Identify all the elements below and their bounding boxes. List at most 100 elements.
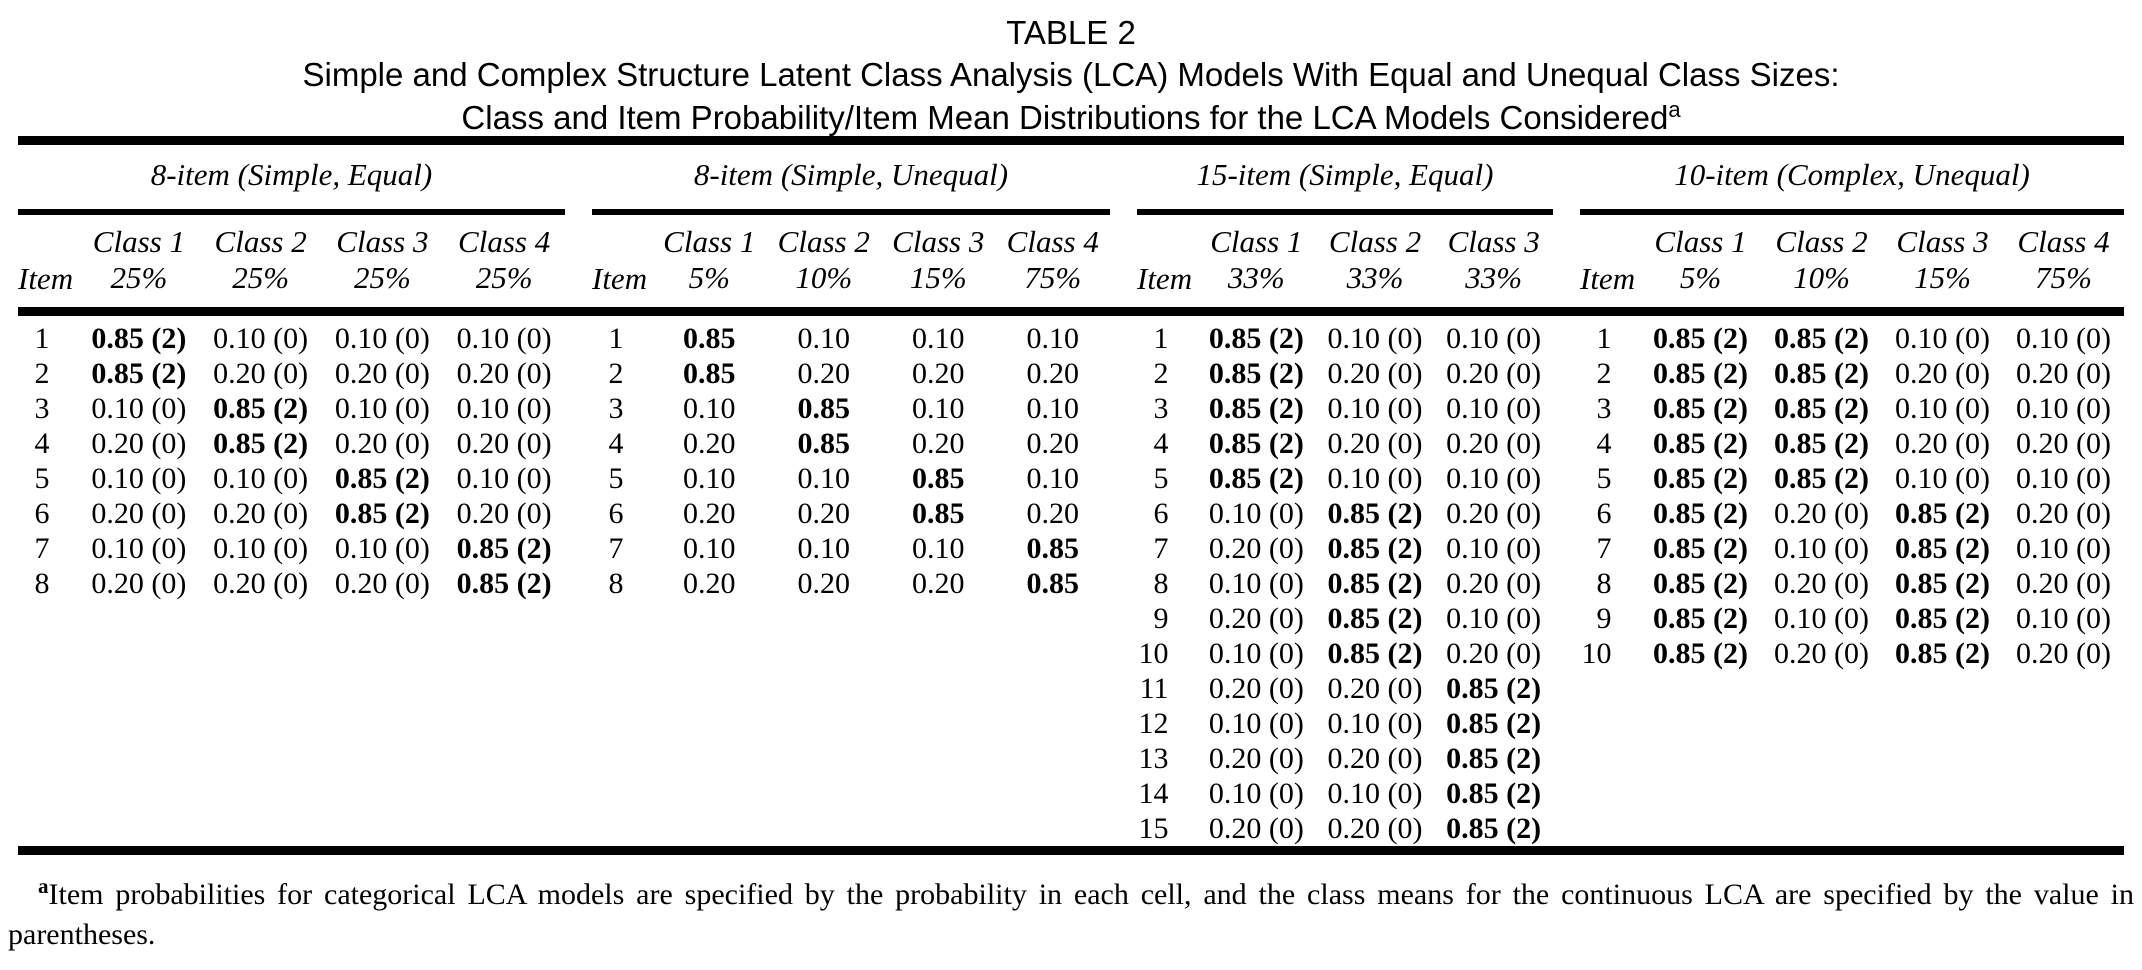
probability-cell: 0.10 (0) xyxy=(1208,706,1304,740)
probability-cell: 0.85 (2) xyxy=(1208,461,1304,495)
class-label: Class 4 xyxy=(1006,223,1099,259)
item-number: 8 xyxy=(1596,566,1612,600)
class-size: 33% xyxy=(1227,260,1285,296)
class-column-header: Class 3 15% xyxy=(1882,215,2003,307)
bottom-rule xyxy=(18,846,2124,855)
class-column-header: Class 4 75% xyxy=(996,215,1111,307)
probability-cell: 0.20 (0) xyxy=(456,356,552,390)
item-number-cell: 14 xyxy=(1137,776,1197,811)
probability-cell: 0.20 (0) xyxy=(334,356,430,390)
item-number: 3 xyxy=(34,391,50,425)
probability-cell: 0.20 (0) xyxy=(1895,356,1990,390)
probability-cell: 0.10 (0) xyxy=(1327,706,1423,740)
item-number-cell: 6 xyxy=(592,496,652,531)
probability-cell: 0.10 (0) xyxy=(2016,531,2111,565)
probability-cell: 0.85 (2) xyxy=(1895,601,1990,635)
probability-cell: 0.10 (0) xyxy=(1446,461,1542,495)
item-number: 2 xyxy=(1153,356,1169,390)
probability-cell: 0.85 (2) xyxy=(1653,321,1748,355)
probability-cell: 0.20 (0) xyxy=(1208,811,1304,845)
probability-cell: 0.20 (0) xyxy=(1327,671,1423,705)
probability-cell: 0.85 (2) xyxy=(1446,811,1542,845)
table-subtitle-line1: Simple and Complex Structure Latent Clas… xyxy=(302,56,1840,94)
item-number: 6 xyxy=(608,496,624,530)
item-number: 7 xyxy=(1596,531,1612,565)
probability-cell: 0.20 xyxy=(1026,496,1080,530)
probability-cell: 0.85 xyxy=(683,321,736,355)
item-number: 5 xyxy=(1153,461,1169,495)
probability-cell: 0.10 (0) xyxy=(1446,321,1542,355)
probability-cell: 0.10 xyxy=(1026,391,1080,425)
item-number: 1 xyxy=(608,321,624,355)
item-number-cell: 1 xyxy=(592,321,652,356)
probability-cell: 0.20 (0) xyxy=(1774,566,1869,600)
probability-cell: 0.10 (0) xyxy=(213,461,309,495)
class-size: 5% xyxy=(1679,260,1722,296)
class-column-header: Class 2 10% xyxy=(767,215,882,307)
class-column-header: Class 1 5% xyxy=(652,215,767,307)
item-number: 1 xyxy=(34,321,50,355)
probability-cell: 0.85 (2) xyxy=(1653,636,1748,670)
probability-cell: 0.20 (0) xyxy=(1208,671,1304,705)
class-label: Class 2 xyxy=(777,223,870,259)
probability-cell: 0.85 (2) xyxy=(213,426,309,460)
probability-cell: 0.10 (0) xyxy=(334,391,430,425)
probability-cell: 0.85 (2) xyxy=(1327,636,1423,670)
probability-cell: 0.10 xyxy=(797,321,851,355)
item-number-cell: 1 xyxy=(1580,321,1640,356)
probability-cell: 0.20 (0) xyxy=(334,426,430,460)
item-number-cell: 1 xyxy=(1137,321,1197,356)
probability-cell: 0.85 (2) xyxy=(1653,566,1748,600)
class-size: 33% xyxy=(1346,260,1404,296)
probability-cell: 0.85 (2) xyxy=(91,321,187,355)
probability-cell: 0.10 (0) xyxy=(1895,461,1990,495)
table-subtitle-line2: Class and Item Probability/Item Mean Dis… xyxy=(0,97,2142,140)
item-number: 10 xyxy=(1581,636,1612,670)
table-caption: TABLE 2 Simple and Complex Structure Lat… xyxy=(0,0,2142,136)
item-number-cell: 7 xyxy=(592,531,652,566)
probability-cell: 0.20 (0) xyxy=(1895,426,1990,460)
probability-cell: 0.10 xyxy=(683,461,736,495)
probability-cell: 0.10 xyxy=(797,531,851,565)
probability-cell: 0.10 (0) xyxy=(334,321,430,355)
class-size: 10% xyxy=(795,260,853,296)
probability-cell: 0.20 xyxy=(1026,356,1080,390)
probability-cell: 0.10 (0) xyxy=(1327,391,1423,425)
probability-cell: 0.20 (0) xyxy=(2016,566,2111,600)
item-number-cell: 4 xyxy=(1580,426,1640,461)
probability-cell: 0.10 (0) xyxy=(1446,531,1542,565)
item-number-cell: 5 xyxy=(592,461,652,496)
probability-cell: 0.85 (2) xyxy=(1774,356,1869,390)
probability-cell: 0.85 xyxy=(683,356,736,390)
probability-cell: 0.85 xyxy=(1026,531,1080,565)
probability-cell: 0.85 (2) xyxy=(1446,741,1542,775)
class-column-header: Class 3 15% xyxy=(881,215,996,307)
item-number-cell: 2 xyxy=(1137,356,1197,391)
footnote-marker: a xyxy=(38,874,49,898)
probability-cell: 0.85 xyxy=(912,461,965,495)
probability-cell: 0.20 (0) xyxy=(91,496,187,530)
probability-cell: 0.20 xyxy=(912,356,965,390)
probability-cell: 0.10 xyxy=(683,531,736,565)
panel-spanner-heading: 8-item (Simple, Equal) xyxy=(18,145,565,215)
probability-cell: 0.85 (2) xyxy=(1774,321,1869,355)
probability-cell: 0.10 (0) xyxy=(91,531,187,565)
panel-spanner-heading: 15-item (Simple, Equal) xyxy=(1137,145,1553,215)
probability-cell: 0.85 (2) xyxy=(1774,426,1869,460)
item-number-cell: 13 xyxy=(1137,741,1197,776)
probability-cell: 0.85 (2) xyxy=(1327,566,1423,600)
class-column-header: Class 1 5% xyxy=(1640,215,1761,307)
probability-cell: 0.20 (0) xyxy=(456,426,552,460)
table-number: TABLE 2 xyxy=(1006,14,1136,51)
class-label: Class 3 xyxy=(336,223,429,259)
panel-3: 15-item (Simple, Equal) Item Class 1 33% Cla… xyxy=(1137,145,1553,846)
probability-cell: 0.20 (0) xyxy=(334,566,430,600)
item-number: 9 xyxy=(1153,601,1169,635)
probability-cell: 0.20 (0) xyxy=(91,566,187,600)
probability-cell: 0.85 (2) xyxy=(1774,391,1869,425)
probability-cell: 0.20 xyxy=(912,426,965,460)
probability-cell: 0.20 (0) xyxy=(1774,496,1869,530)
item-number-cell: 3 xyxy=(1580,391,1640,426)
probability-cell: 0.85 (2) xyxy=(1895,566,1990,600)
item-number-cell: 6 xyxy=(1137,496,1197,531)
